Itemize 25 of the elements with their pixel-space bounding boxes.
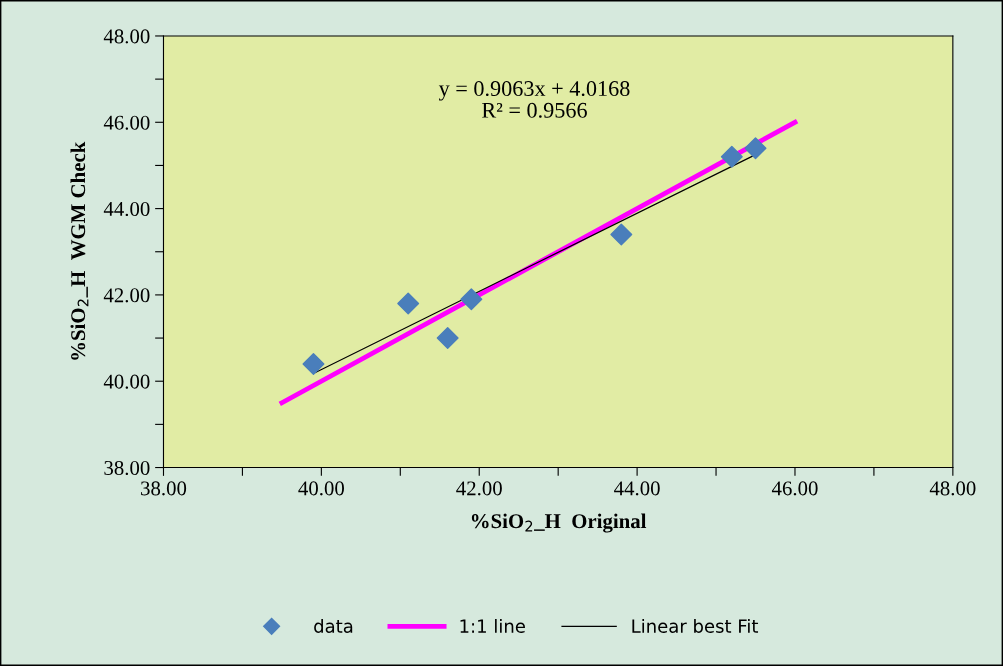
x-tick-label: 46.00	[771, 481, 818, 496]
y-tick-label: 42.00	[103, 288, 150, 303]
y-tick-label: 46.00	[103, 115, 150, 130]
y-axis-title: %SiO$_{2}$_H WGM Check	[70, 141, 89, 360]
point	[436, 327, 459, 350]
x-tick-label: 38.00	[141, 481, 187, 496]
y-tick-label: 40.00	[103, 374, 150, 389]
x-axis-title: %SiO$_{2}$_H Original	[471, 513, 647, 533]
legend-label: 1:1 line	[460, 618, 525, 633]
point	[720, 145, 743, 168]
point	[302, 352, 325, 375]
x-tick-label: 40.00	[298, 481, 344, 496]
annotation: y = 0.9063x + 4.0168 R² = 0.9566	[438, 81, 630, 118]
x-tick-label: 48.00	[929, 481, 976, 496]
y-tick-label: 44.00	[103, 201, 150, 217]
y-tick-label: 48.00	[103, 29, 150, 44]
point	[610, 223, 633, 246]
y-tick-label: 38.00	[104, 460, 150, 476]
legend-label: data	[314, 618, 353, 633]
point	[397, 292, 420, 315]
x-tick-label: 42.00	[456, 481, 502, 496]
point	[744, 137, 767, 160]
point	[460, 288, 483, 311]
legend-label: Linear best Fit	[632, 618, 759, 633]
x-tick-label: 44.00	[614, 481, 660, 496]
